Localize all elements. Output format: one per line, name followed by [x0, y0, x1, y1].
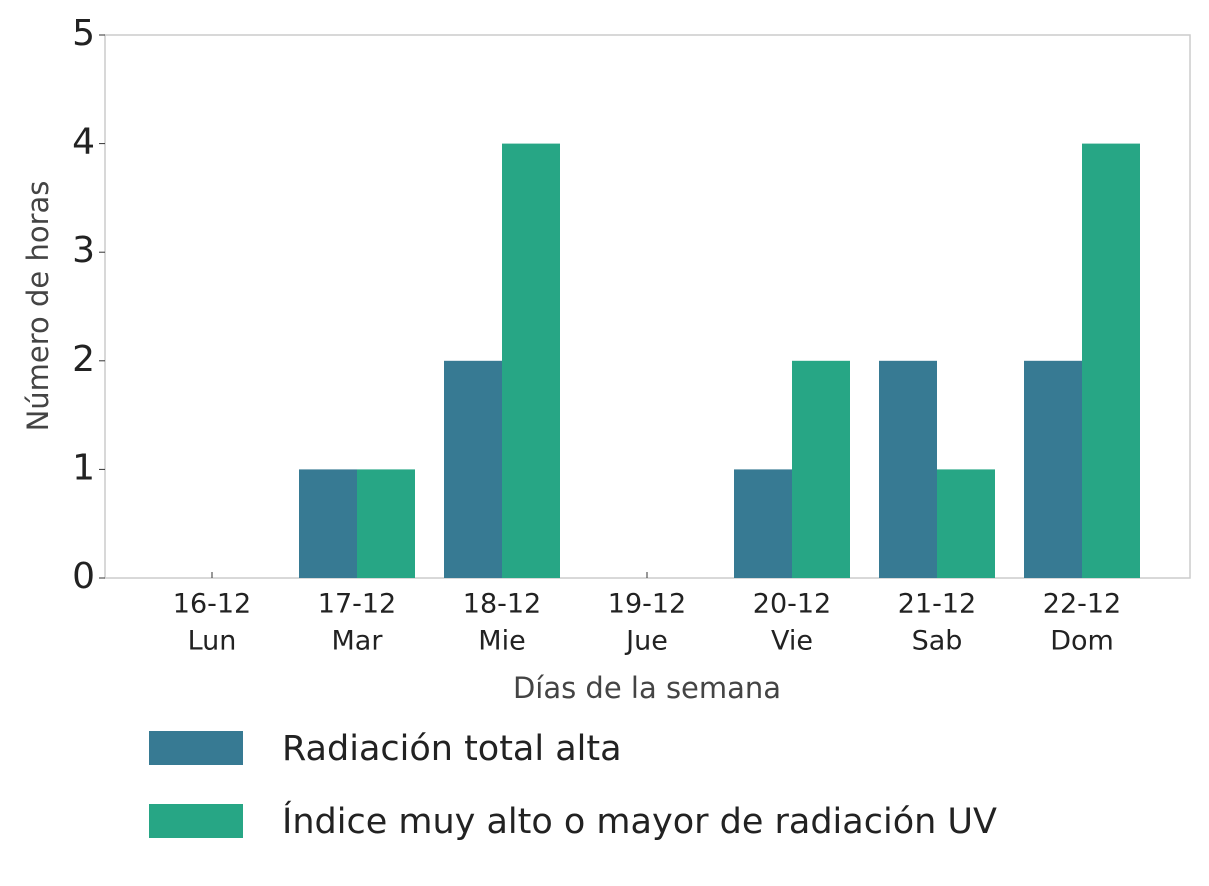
bar [879, 360, 937, 578]
x-tick-label: 19-12 [608, 589, 686, 620]
x-tick-label: 22-12 [1043, 589, 1121, 620]
bar [1082, 143, 1140, 578]
bar [502, 143, 560, 578]
x-tick-label: Jue [624, 626, 668, 657]
legend-label: Índice muy alto o mayor de radiación UV [282, 800, 997, 842]
y-tick-label: 2 [72, 339, 95, 380]
y-tick-label: 4 [72, 122, 95, 163]
y-tick-label: 0 [72, 556, 95, 597]
x-tick-label: 21-12 [898, 589, 976, 620]
y-tick-label: 3 [72, 230, 95, 271]
legend-label: Radiación total alta [282, 729, 622, 769]
x-tick-label: 16-12 [173, 589, 251, 620]
x-tick-label: Vie [771, 626, 813, 657]
legend-swatch [149, 731, 243, 765]
bar [444, 360, 502, 578]
bar [299, 469, 357, 578]
x-tick-label: 17-12 [318, 589, 396, 620]
bar [734, 469, 792, 578]
y-tick-label: 1 [72, 447, 95, 488]
y-tick-label: 5 [72, 13, 95, 54]
x-tick-label: Dom [1050, 626, 1114, 657]
y-axis-label: Número de horas [21, 181, 55, 432]
x-axis-label: Días de la semana [513, 671, 781, 705]
x-tick-label: Lun [188, 626, 237, 657]
legend-swatch [149, 804, 243, 838]
bar [937, 469, 995, 578]
x-tick-label: Mie [478, 626, 525, 657]
x-tick-label: Sab [912, 626, 963, 657]
bar [792, 360, 850, 578]
x-tick-label: 20-12 [753, 589, 831, 620]
bar [1024, 360, 1082, 578]
x-tick-label: Mar [332, 626, 384, 657]
x-tick-label: 18-12 [463, 589, 541, 620]
bar [357, 469, 415, 578]
